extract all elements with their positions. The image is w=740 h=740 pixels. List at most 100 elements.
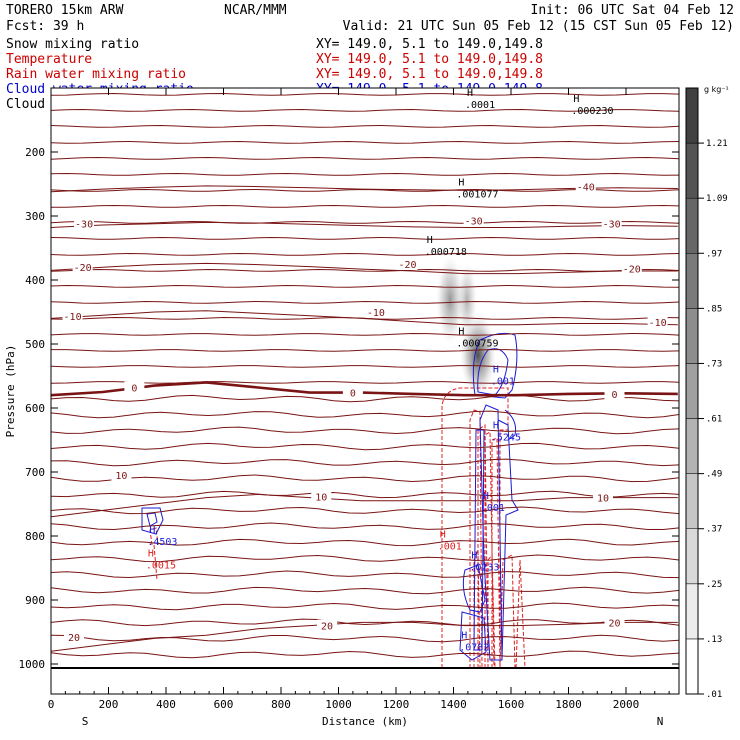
- temperature-label: -10: [64, 312, 82, 323]
- cloud-water-contour: [477, 348, 509, 396]
- temperature-contour-20: [50, 621, 678, 652]
- temperature-label-bg: [604, 387, 625, 400]
- y-tick-label: 900: [25, 594, 45, 607]
- snow-plume-upper: [436, 255, 464, 345]
- temperature-label: -30: [75, 220, 93, 231]
- colorbar-label: .37: [706, 525, 722, 535]
- colorbar-label: 1.09: [706, 194, 728, 204]
- temperature-contour-line: [50, 474, 680, 483]
- x-tick-label: 600: [214, 698, 234, 711]
- y-tick-label: 700: [25, 466, 45, 479]
- temperature-label: -20: [623, 264, 641, 275]
- temperature-labels: 20 20 20 10 10 10 0 0 0 -10 -10 -10 -20 -20 -20 -30 -30 -…: [62, 180, 668, 644]
- colorbar-frame: [685, 87, 699, 695]
- x-tick-label: 200: [99, 698, 119, 711]
- temperature-label: -40: [577, 183, 595, 194]
- x-tick-label: 2000: [613, 698, 640, 711]
- center-title: NCAR/MMM: [224, 3, 287, 18]
- maximum-marker-H: H: [148, 549, 154, 560]
- maximum-marker-H: H: [573, 94, 579, 105]
- temperature-contour--40: [50, 185, 678, 193]
- temperature-contour--10: [50, 310, 678, 326]
- maximum-value: .4503: [147, 537, 177, 548]
- maximum-value: .001: [438, 541, 462, 552]
- temperature-contour-line: [51, 204, 680, 208]
- maximum-marker-H: H: [493, 364, 499, 375]
- rain-contour: [477, 424, 489, 669]
- colorbar-label: .13: [706, 635, 722, 645]
- colorbar-label: .01: [706, 690, 722, 700]
- colorbar-label: .97: [706, 249, 722, 259]
- temperature-contour-line: [50, 410, 680, 419]
- temperature-contour-line: [50, 108, 680, 112]
- temperature-contour-line: [50, 156, 680, 160]
- y-tick-label: 800: [25, 530, 45, 543]
- temperature-label-bg: [317, 619, 337, 632]
- maximum-marker-H: H: [458, 177, 464, 188]
- south-label: S: [82, 715, 89, 728]
- colorbar-segment: [685, 583, 699, 640]
- temperature-contour-line: [50, 268, 680, 272]
- temperature-contour-line: [50, 426, 680, 435]
- temperature-label: 0: [611, 390, 617, 401]
- temperature-contour-line: [50, 442, 680, 451]
- maximum-marker-H: H: [467, 88, 473, 99]
- temperature-contour-line: [50, 252, 680, 256]
- plot-background: [51, 88, 679, 694]
- colorbar-segment: [685, 197, 699, 254]
- temperature-label: 10: [115, 471, 127, 482]
- x-tick-label: 1000: [325, 698, 352, 711]
- temperature-label: 20: [608, 618, 620, 629]
- temperature-contour-line: [50, 538, 680, 547]
- maximum-marker-H: H: [440, 529, 446, 540]
- field-xy: XY= 149.0, 5.1 to 149.0,149.8: [316, 52, 543, 67]
- temperature-contour-line: [50, 490, 680, 499]
- temperature-label: 0: [350, 389, 356, 400]
- maximum-value: .000718: [425, 247, 467, 258]
- y-tick-label: 200: [25, 146, 45, 159]
- x-tick-label: 1800: [555, 698, 582, 711]
- colorbar-segment: [685, 308, 699, 364]
- temperature-label-bg: [397, 258, 418, 270]
- y-axis-label: Pressure (hPa): [4, 345, 17, 438]
- north-label: N: [657, 715, 664, 728]
- temperature-label-bg: [62, 309, 83, 322]
- forecast-hour: Fcst: 39 h: [6, 19, 84, 34]
- maximum-value: .001: [491, 376, 515, 387]
- temperature-contour-line: [50, 365, 680, 368]
- temperature-contour-line: [50, 236, 680, 240]
- colorbar-label: .61: [706, 415, 722, 425]
- cloud-water-contour: [473, 429, 485, 651]
- maximum-marker-H: H: [483, 491, 489, 502]
- colorbar-segment: [685, 418, 699, 474]
- model-title: TORERO 15km ARW: [6, 3, 124, 18]
- temperature-contour-line: [50, 650, 680, 659]
- colorbar-unit: g kg⁻¹: [704, 85, 729, 94]
- temperature-label: 20: [321, 622, 333, 633]
- temperature-label-bg: [365, 306, 386, 318]
- x-tick-label: 800: [271, 698, 291, 711]
- temperature-contour-line: [50, 381, 680, 384]
- colorbar-label: .73: [706, 359, 722, 369]
- temperature-label-bg: [124, 381, 145, 394]
- temperature-label-bg: [111, 469, 132, 482]
- maximum-marker-H: H: [493, 421, 499, 432]
- cloud-water-contour: [459, 611, 487, 661]
- field-xy: XY= 149.0, 5.1 to 149.0,149.8: [316, 37, 543, 52]
- temperature-label-bg: [311, 490, 332, 503]
- temperature-contour-line: [50, 124, 680, 128]
- temperature-contour-line: [50, 554, 680, 563]
- maximum-value: .0015: [146, 561, 176, 572]
- maximum-marker-H: H: [427, 235, 433, 246]
- maximum-value: .0782: [459, 643, 489, 654]
- temperature-label-bg: [604, 616, 625, 629]
- maximum-value: .000230: [571, 106, 613, 117]
- temperature-contour--20: [50, 262, 678, 275]
- x-tick-label: 0: [48, 698, 55, 711]
- temperature-contour-line: [50, 522, 680, 531]
- temperature-contour-line: [50, 506, 680, 515]
- maximum-marker-H: H: [458, 327, 464, 338]
- y-tick-label: 400: [25, 274, 45, 287]
- colorbar-segment: [685, 253, 699, 309]
